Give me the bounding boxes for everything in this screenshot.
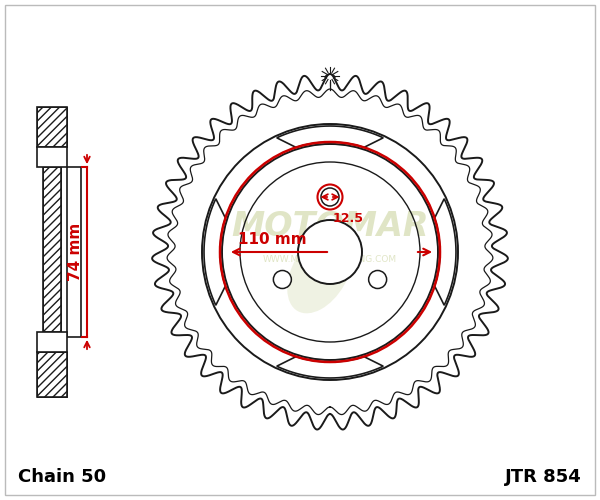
- Text: JTR 854: JTR 854: [505, 468, 582, 486]
- Bar: [37, 107, 67, 147]
- Text: 110 mm: 110 mm: [238, 232, 307, 247]
- Circle shape: [274, 270, 292, 288]
- Polygon shape: [277, 356, 383, 378]
- Text: 74 mm: 74 mm: [67, 223, 83, 281]
- Text: WWW.MOTOMARRACING.COM: WWW.MOTOMARRACING.COM: [263, 256, 397, 264]
- Polygon shape: [434, 199, 456, 305]
- Bar: [37, 147, 67, 167]
- Circle shape: [298, 220, 362, 284]
- Ellipse shape: [287, 230, 353, 314]
- Polygon shape: [204, 199, 226, 305]
- Bar: [37, 332, 67, 352]
- Bar: [43, 167, 61, 332]
- Bar: [37, 352, 67, 397]
- Bar: [37, 352, 67, 397]
- Text: MOTOMAR: MOTOMAR: [231, 210, 429, 244]
- Bar: [67, 167, 81, 337]
- Text: Chain 50: Chain 50: [18, 468, 106, 486]
- Polygon shape: [277, 126, 383, 148]
- Bar: [37, 107, 67, 147]
- Bar: [43, 167, 61, 332]
- Circle shape: [368, 270, 386, 288]
- Circle shape: [321, 188, 339, 206]
- Text: 12.5: 12.5: [333, 212, 364, 225]
